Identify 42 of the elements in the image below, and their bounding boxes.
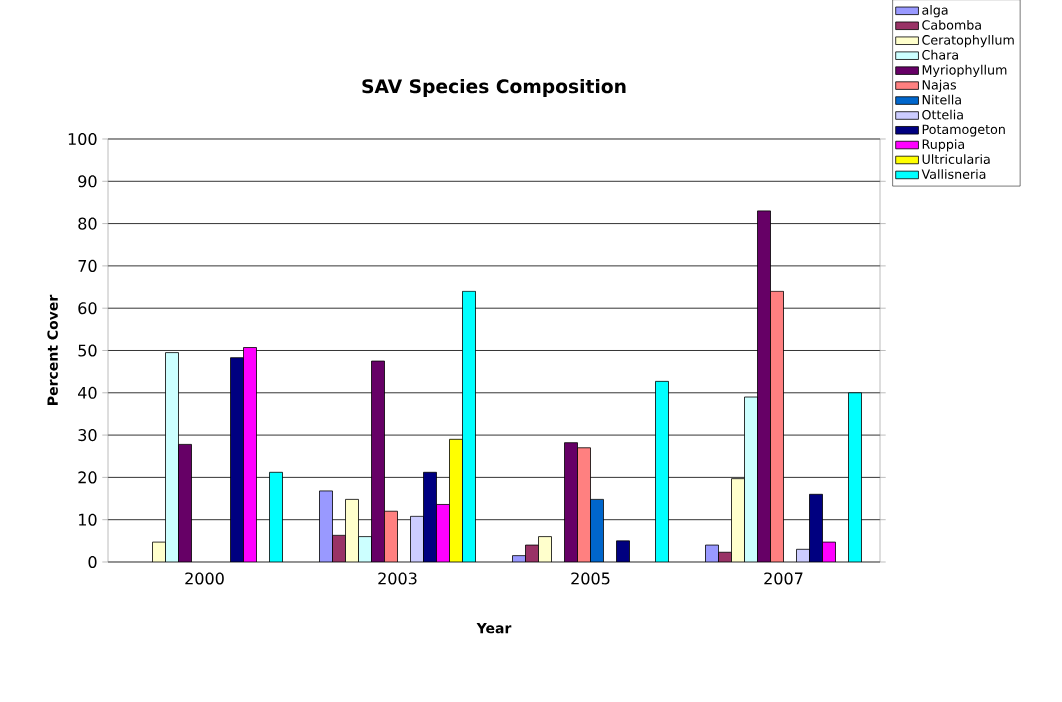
bar — [371, 360, 385, 562]
y-tick-label: 80 — [78, 217, 97, 230]
y-tick-label: 90 — [78, 175, 97, 188]
y-axis-title: Percent Cover — [47, 294, 58, 405]
x-tick-label: 2000 — [185, 572, 224, 585]
x-axis-title: Year — [476, 622, 512, 634]
bar — [178, 443, 192, 562]
y-tick-label: 20 — [78, 471, 97, 484]
y-tick-label: 10 — [79, 513, 97, 526]
bar — [757, 210, 771, 562]
x-tick-label: 2005 — [571, 572, 610, 585]
bar — [809, 493, 823, 562]
bar — [564, 442, 578, 562]
bar — [462, 290, 476, 562]
legend-label: Nitella — [922, 94, 961, 105]
y-tick-label: 100 — [68, 132, 97, 146]
legend-label: Ottelia — [922, 109, 963, 120]
y-tick-label: 40 — [78, 386, 97, 399]
chart-title: SAV Species Composition — [362, 78, 626, 97]
x-tick-label: 2007 — [764, 572, 803, 585]
y-tick-label: 60 — [78, 302, 97, 315]
legend-label: Ruppia — [922, 139, 965, 152]
legend-label: alga — [922, 5, 948, 18]
bar — [319, 490, 333, 562]
x-tick-label: 2003 — [378, 572, 417, 585]
legend-label: Ceratophyllum — [922, 34, 1014, 48]
legend-label: Myriophyllum — [922, 64, 1007, 78]
bar — [269, 471, 283, 562]
y-tick-label: 50 — [78, 344, 97, 357]
bar — [230, 357, 244, 562]
y-tick-label: 30 — [78, 429, 97, 442]
bar — [655, 380, 669, 562]
legend-label: Ultricularia — [922, 154, 990, 164]
legend-label: Najas — [922, 79, 957, 93]
legend-label: Potamogeton — [922, 124, 1005, 137]
bar — [848, 392, 862, 562]
y-tick-label: 70 — [78, 259, 97, 272]
bar — [423, 471, 437, 562]
legend-label: Cabomba — [922, 19, 981, 30]
y-tick-label: 0 — [88, 555, 97, 569]
legend-label: Vallisneria — [921, 169, 986, 179]
legend-label: Chara — [922, 49, 958, 60]
